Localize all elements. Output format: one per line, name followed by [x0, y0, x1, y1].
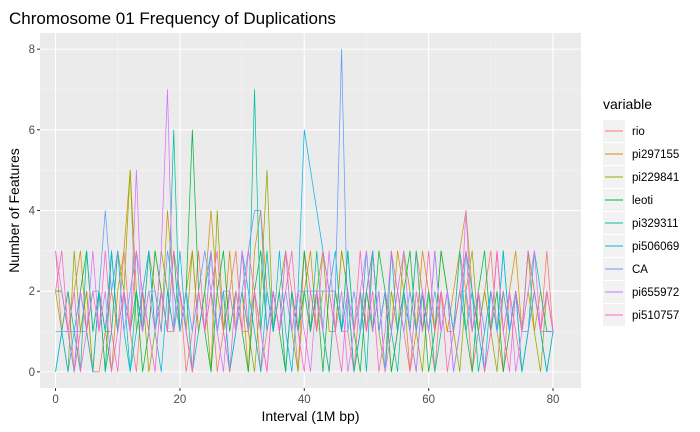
- series-line-pi510757: [55, 250, 554, 373]
- series-lines: [55, 48, 554, 373]
- x-tick-label: 60: [422, 394, 435, 406]
- legend-item-rio: rio: [603, 120, 645, 142]
- legend-label: pi655972: [632, 287, 679, 299]
- x-axis-ticks: 0 20 40 60 80: [52, 388, 559, 406]
- legend-label: pi329311: [632, 218, 678, 230]
- legend-item-leoti: leoti: [603, 189, 653, 211]
- legend-item-pi297155: pi297155: [603, 143, 679, 165]
- legend-item-pi510757: pi510757: [603, 304, 679, 326]
- legend-items: rio pi297155 pi229841 leoti pi329311 pi506069…: [603, 120, 679, 326]
- legend-item-pi229841: pi229841: [603, 166, 679, 188]
- legend-label: pi510757: [632, 310, 679, 322]
- y-tick-label: 8: [29, 44, 35, 56]
- y-axis-ticks: 0 2 4 6 8: [29, 44, 40, 379]
- legend-label: CA: [632, 264, 648, 276]
- legend-title: variable: [603, 96, 652, 112]
- legend-label: pi506069: [632, 241, 679, 253]
- legend-item-CA: CA: [603, 258, 648, 280]
- x-tick-label: 20: [174, 394, 187, 406]
- series-line-CA: [55, 48, 554, 332]
- series-line-pi655972: [55, 89, 554, 373]
- legend-item-pi506069: pi506069: [603, 235, 679, 257]
- x-tick-label: 0: [52, 394, 58, 406]
- x-axis-title: Interval (1M bp): [261, 408, 359, 424]
- y-tick-label: 0: [29, 367, 35, 379]
- x-tick-label: 80: [547, 394, 560, 406]
- y-tick-label: 2: [29, 286, 35, 298]
- legend-label: pi229841: [632, 172, 679, 184]
- legend-label: leoti: [632, 195, 653, 207]
- legend-label: rio: [632, 126, 645, 138]
- legend-item-pi329311: pi329311: [603, 212, 678, 234]
- legend-item-pi655972: pi655972: [603, 281, 679, 303]
- chart-title: Chromosome 01 Frequency of Duplications: [9, 9, 336, 28]
- y-tick-label: 6: [29, 125, 35, 137]
- x-tick-label: 40: [298, 394, 311, 406]
- y-tick-label: 4: [29, 206, 36, 218]
- series-line-pi506069: [55, 129, 554, 373]
- legend: variable rio pi297155 pi229841 leoti pi32931…: [603, 96, 679, 326]
- y-axis-title: Number of Features: [6, 148, 22, 273]
- legend-label: pi297155: [632, 149, 679, 161]
